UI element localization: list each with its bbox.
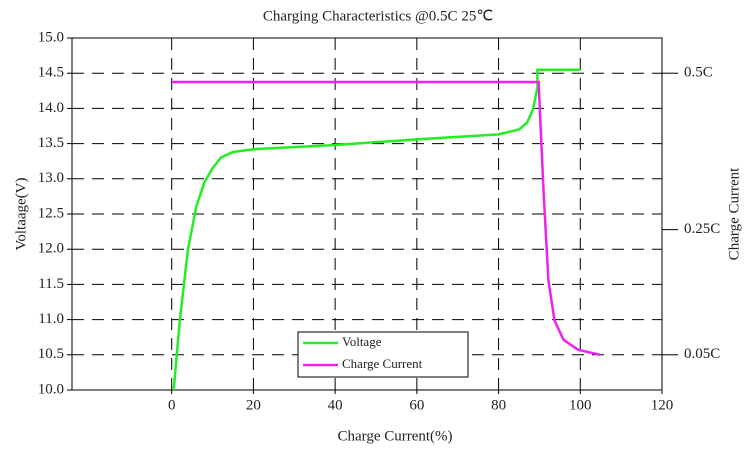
y-tick-label: 11.0 <box>38 311 64 327</box>
y2-axis-label: Charge Current <box>726 167 742 260</box>
y-tick-label: 14.5 <box>38 65 64 81</box>
x-axis-label: Charge Current(%) <box>337 428 452 444</box>
series-line <box>172 68 581 391</box>
x-tick-label: 40 <box>328 397 343 413</box>
y-tick-label: 13.5 <box>38 135 64 151</box>
y2-tick-label: 0.5C <box>684 65 713 81</box>
y2-tick-label: 0.05C <box>684 346 720 362</box>
y-tick-label: 15.0 <box>38 29 64 45</box>
x-tick-label: 80 <box>491 397 506 413</box>
y-tick-label: 12.5 <box>38 205 64 221</box>
x-tick-label: 100 <box>569 397 592 413</box>
x-tick-label: 20 <box>246 397 261 413</box>
y-tick-label: 11.5 <box>38 276 64 292</box>
chart-title: Charging Characteristics @0.5C 25℃ <box>263 8 493 24</box>
y-tick-label: 14.0 <box>38 100 64 116</box>
legend-label: Voltage <box>342 334 382 349</box>
legend-label: Charge Current <box>342 356 423 371</box>
y2-tick-label: 0.25C <box>684 221 720 237</box>
y-tick-label: 13.0 <box>38 170 64 186</box>
x-tick-label: 60 <box>409 397 424 413</box>
series-line <box>171 80 601 357</box>
x-tick-label: 120 <box>651 397 674 413</box>
y-tick-label: 10.0 <box>38 381 64 397</box>
y-tick-label: 10.5 <box>38 346 64 362</box>
y-tick-label: 12.0 <box>38 241 64 257</box>
y-axis-label: Voltaage(V) <box>13 177 29 250</box>
legend-box <box>297 331 469 378</box>
x-tick-label: 0 <box>168 397 176 413</box>
